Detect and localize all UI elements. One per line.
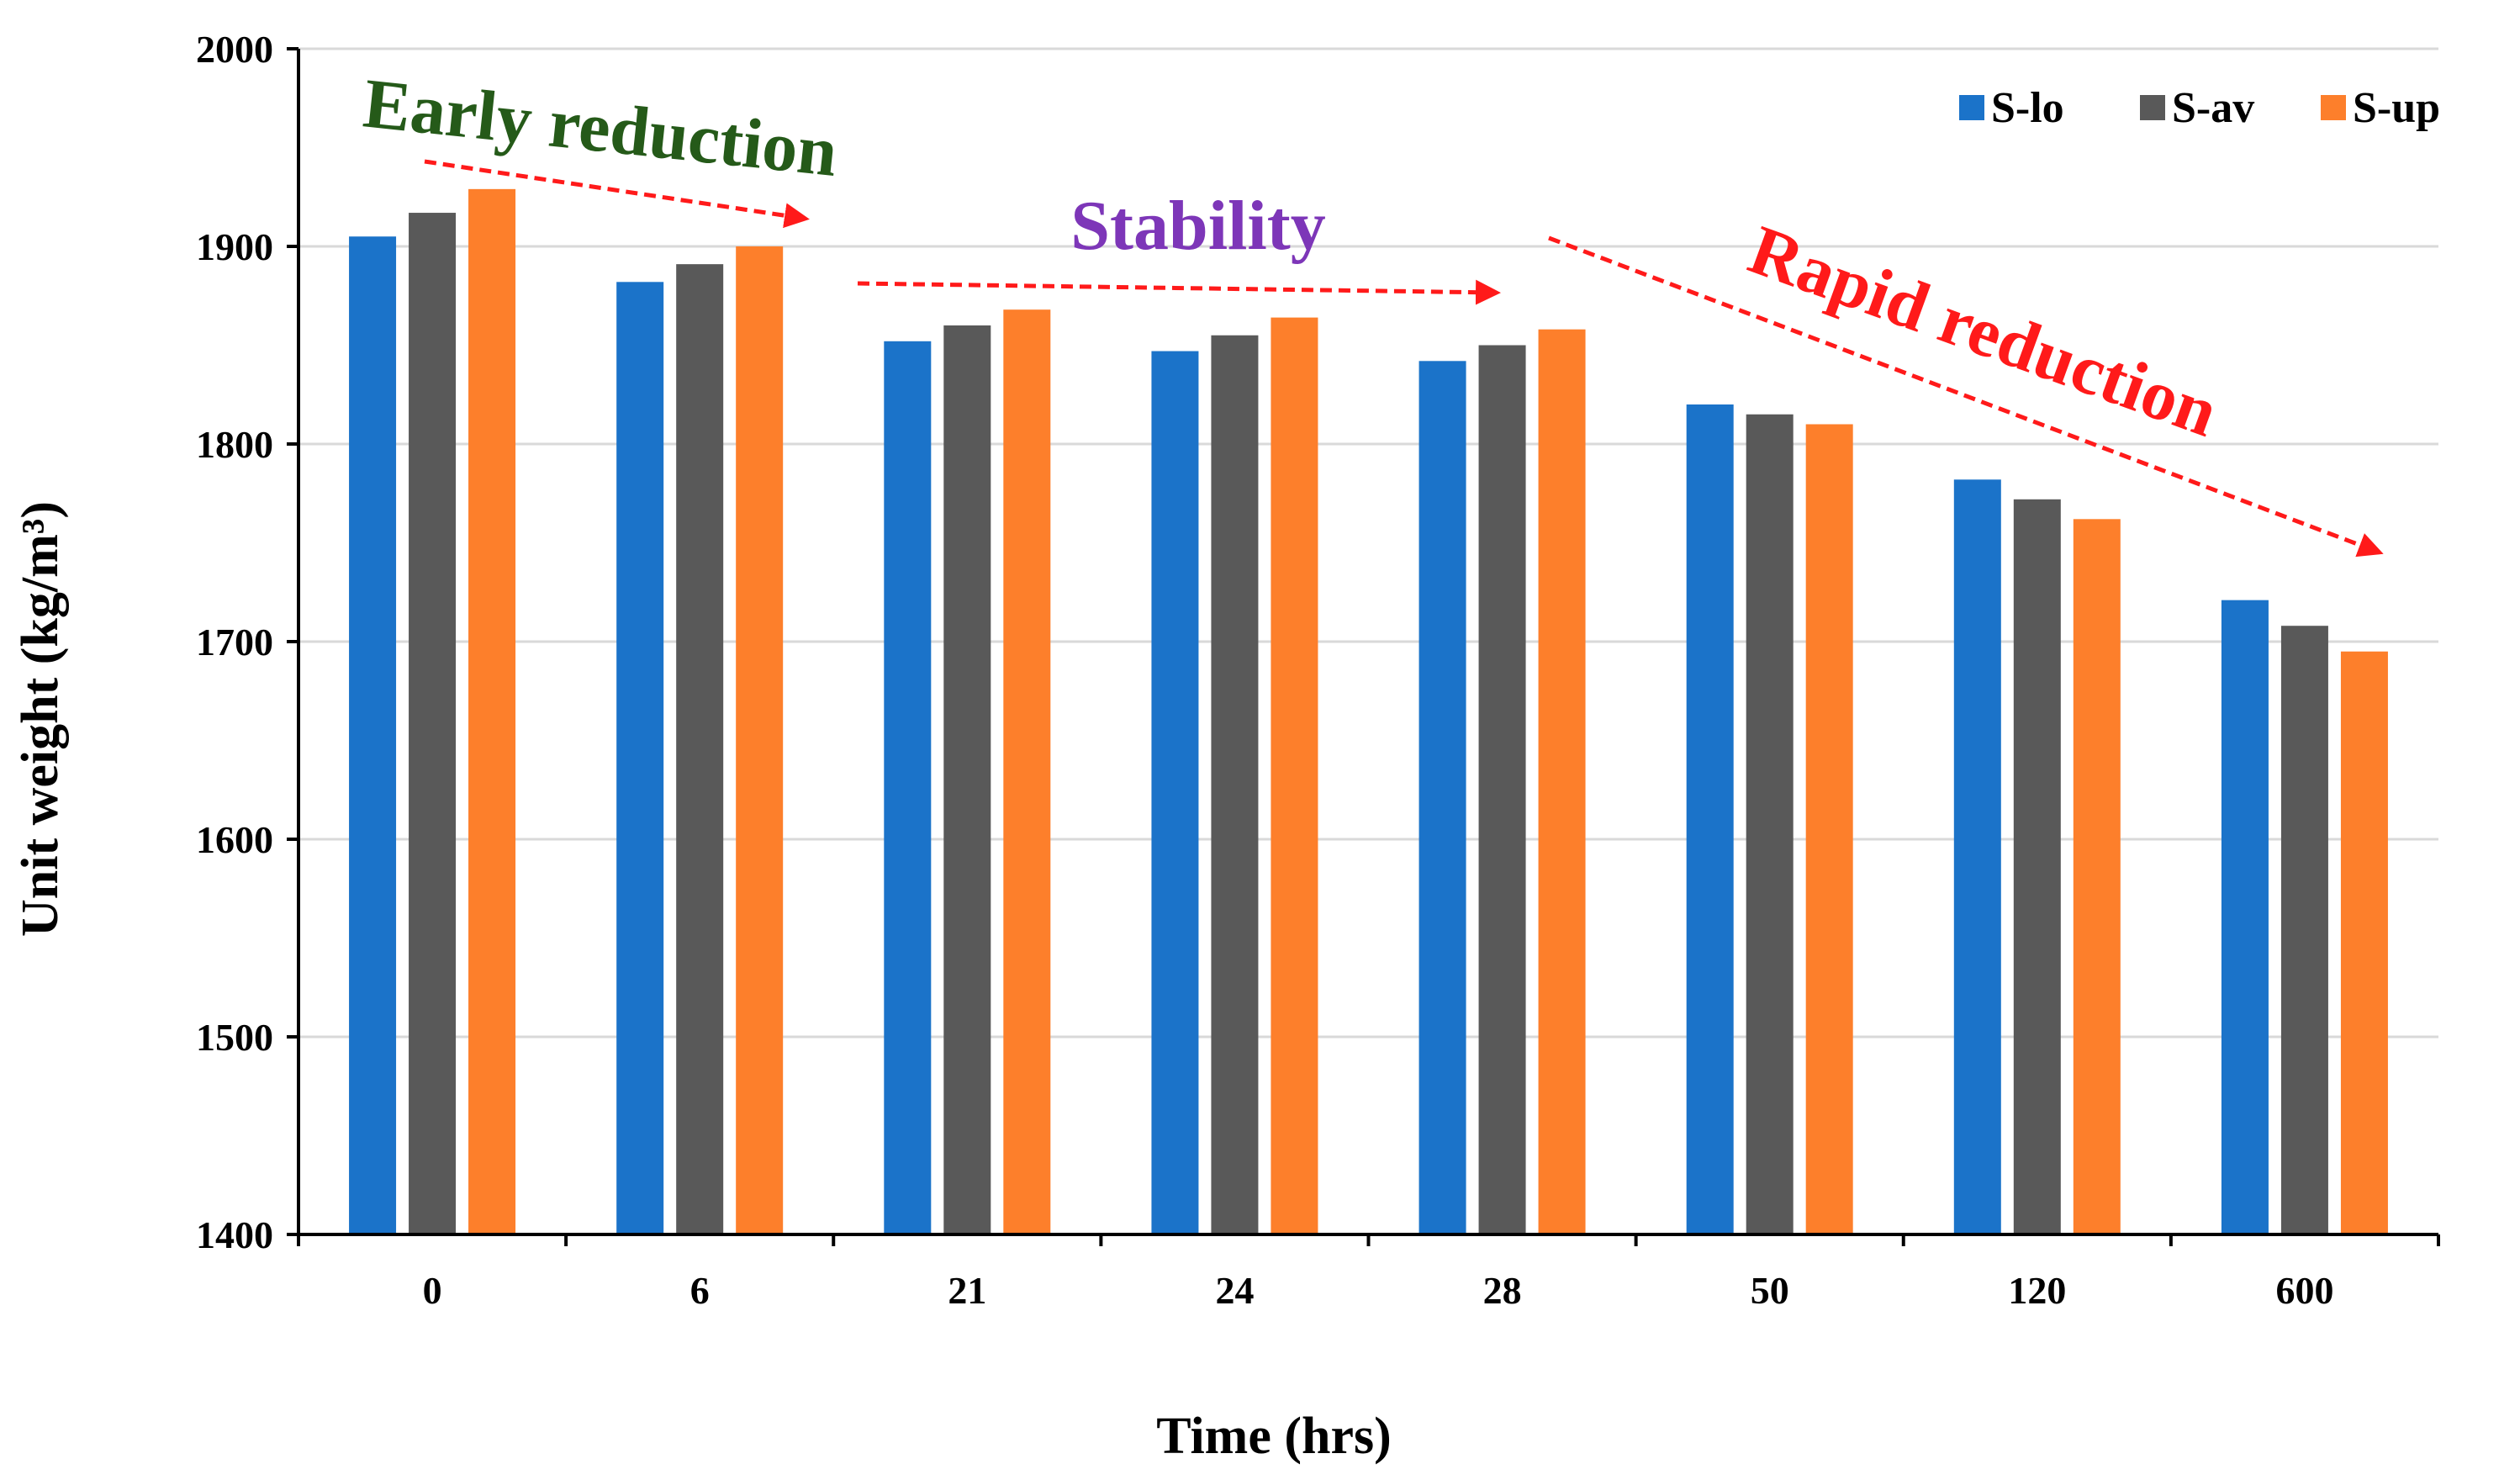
bar-s-lo-120 — [1953, 479, 2001, 1234]
x-tick-label: 21 — [948, 1269, 986, 1312]
bar-s-up-50 — [1805, 424, 1853, 1234]
bar-s-av-6 — [676, 264, 724, 1234]
x-tick-label: 0 — [423, 1269, 442, 1312]
bar-s-av-21 — [943, 325, 991, 1234]
y-tick-label: 2000 — [196, 28, 273, 71]
bar-s-lo-24 — [1151, 351, 1199, 1234]
bar-s-up-6 — [736, 246, 784, 1234]
bars — [349, 188, 2388, 1235]
legend-swatch-s-up — [2321, 95, 2346, 120]
y-tick-label: 1900 — [196, 225, 273, 268]
y-tick-label: 1800 — [196, 423, 273, 466]
bar-s-up-28 — [1538, 329, 1586, 1235]
x-tick-label: 120 — [2008, 1269, 2066, 1312]
y-tick-label: 1700 — [196, 621, 273, 663]
bar-s-up-24 — [1271, 317, 1318, 1235]
legend: S-lo S-av S-up — [1959, 84, 2440, 132]
x-tick-label: 50 — [1751, 1269, 1789, 1312]
x-tick-label: 6 — [690, 1269, 710, 1312]
y-tick-label: 1400 — [196, 1213, 273, 1256]
early-reduction-arrow — [424, 159, 810, 229]
bar-s-lo-28 — [1418, 361, 1466, 1234]
annotation-stability: Stability — [1070, 187, 1325, 265]
bar-s-av-24 — [1211, 335, 1259, 1234]
bar-s-up-21 — [1003, 309, 1051, 1235]
bar-s-lo-21 — [884, 341, 932, 1234]
legend-swatch-s-lo — [1959, 95, 1984, 120]
annotation-early-reduction: Early reduction — [360, 64, 841, 192]
rapid-reduction-arrow — [1548, 235, 2384, 558]
tick-labels: 1400 1500 1600 1700 1800 1900 2000 0 6 21 24 28 50 12… — [196, 28, 2333, 1312]
bar-s-up-120 — [2073, 519, 2121, 1234]
bar-s-av-50 — [1746, 414, 1794, 1234]
bar-s-lo-6 — [616, 282, 664, 1234]
bar-s-up-0 — [468, 188, 516, 1235]
bar-s-av-600 — [2280, 626, 2328, 1234]
legend-label-s-up: S-up — [2353, 84, 2440, 132]
legend-label-s-lo: S-lo — [1991, 84, 2064, 132]
y-tick-label: 1600 — [196, 818, 273, 861]
stability-arrow — [857, 279, 1501, 305]
axes — [287, 47, 2440, 1246]
x-axis-title: Time (hrs) — [1156, 1408, 1392, 1465]
x-tick-label: 600 — [2275, 1269, 2333, 1312]
legend-label-s-av: S-av — [2172, 84, 2254, 132]
y-axis-title: Unit weight (kg/m³) — [12, 501, 69, 937]
bar-s-lo-600 — [2221, 600, 2269, 1234]
bar-s-av-0 — [409, 213, 457, 1234]
x-tick-label: 28 — [1483, 1269, 1522, 1312]
x-tick-label: 24 — [1215, 1269, 1254, 1312]
legend-swatch-s-av — [2140, 95, 2165, 120]
bar-s-lo-50 — [1686, 404, 1734, 1234]
bar-s-av-120 — [2013, 499, 2061, 1234]
y-tick-label: 1500 — [196, 1016, 273, 1059]
bar-s-up-600 — [2340, 651, 2388, 1234]
bar-s-av-28 — [1478, 345, 1526, 1234]
bar-s-lo-0 — [349, 236, 397, 1234]
